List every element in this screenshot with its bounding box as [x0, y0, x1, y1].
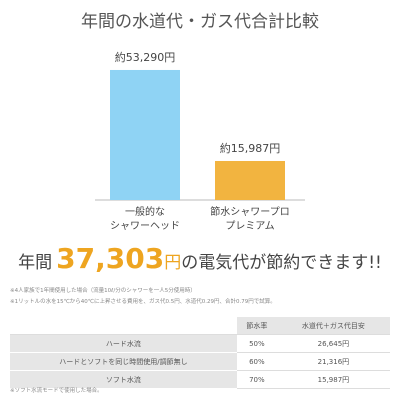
- headline-amount: 37,303: [56, 242, 165, 275]
- cell: 15,987円: [276, 370, 390, 389]
- bar: [110, 69, 180, 200]
- chart-title: 年間の水道代・ガス代合計比較: [81, 12, 319, 32]
- row-label: ソフト水流: [10, 370, 237, 389]
- category-label: 一般的な: [125, 205, 165, 218]
- row-label: ハードとソフトを同じ時間使用/調節無し: [10, 352, 237, 371]
- headline: 年間 37,303 円 の電気代が節約できます!!: [0, 242, 400, 275]
- cell: 60%: [236, 352, 277, 371]
- note: ※1リットルの水を15℃から40℃に上昇させる費用を、ガス代0.5円、水道代0.…: [10, 299, 276, 305]
- table: 節水率 水道代＋ガス代目安 ハード水流 50% 26,645円ハードとソフトを同じ時…: [10, 317, 390, 389]
- category-label: 節水シャワープロ: [210, 205, 289, 218]
- header-cell: 水道代＋ガス代目安: [276, 317, 390, 335]
- row-label: ハード水流: [10, 334, 237, 353]
- category-label: シャワーヘッド: [110, 221, 180, 232]
- cell: 21,316円: [276, 352, 390, 371]
- note: ※4人家族で1年間使用した場合（流量10ℓ/分のシャワーを一人5分使用時）: [10, 288, 196, 294]
- bar: [215, 160, 285, 200]
- footnote: ※ソフト水流モードで使用した場合。: [10, 388, 103, 394]
- headline-suffix: の電気代が節約できます!!: [181, 253, 382, 273]
- category-label: プレミアム: [225, 220, 274, 232]
- headline-prefix: 年間: [18, 253, 53, 273]
- corner: [10, 317, 237, 335]
- headline-unit: 円: [164, 253, 182, 273]
- header-cell: 節水率: [236, 317, 277, 335]
- cell: 26,645円: [276, 334, 390, 353]
- cell: 50%: [236, 334, 277, 353]
- value-label: 約53,290円: [115, 50, 176, 64]
- cell: 70%: [236, 370, 277, 389]
- value-label: 約15,987円: [220, 141, 281, 155]
